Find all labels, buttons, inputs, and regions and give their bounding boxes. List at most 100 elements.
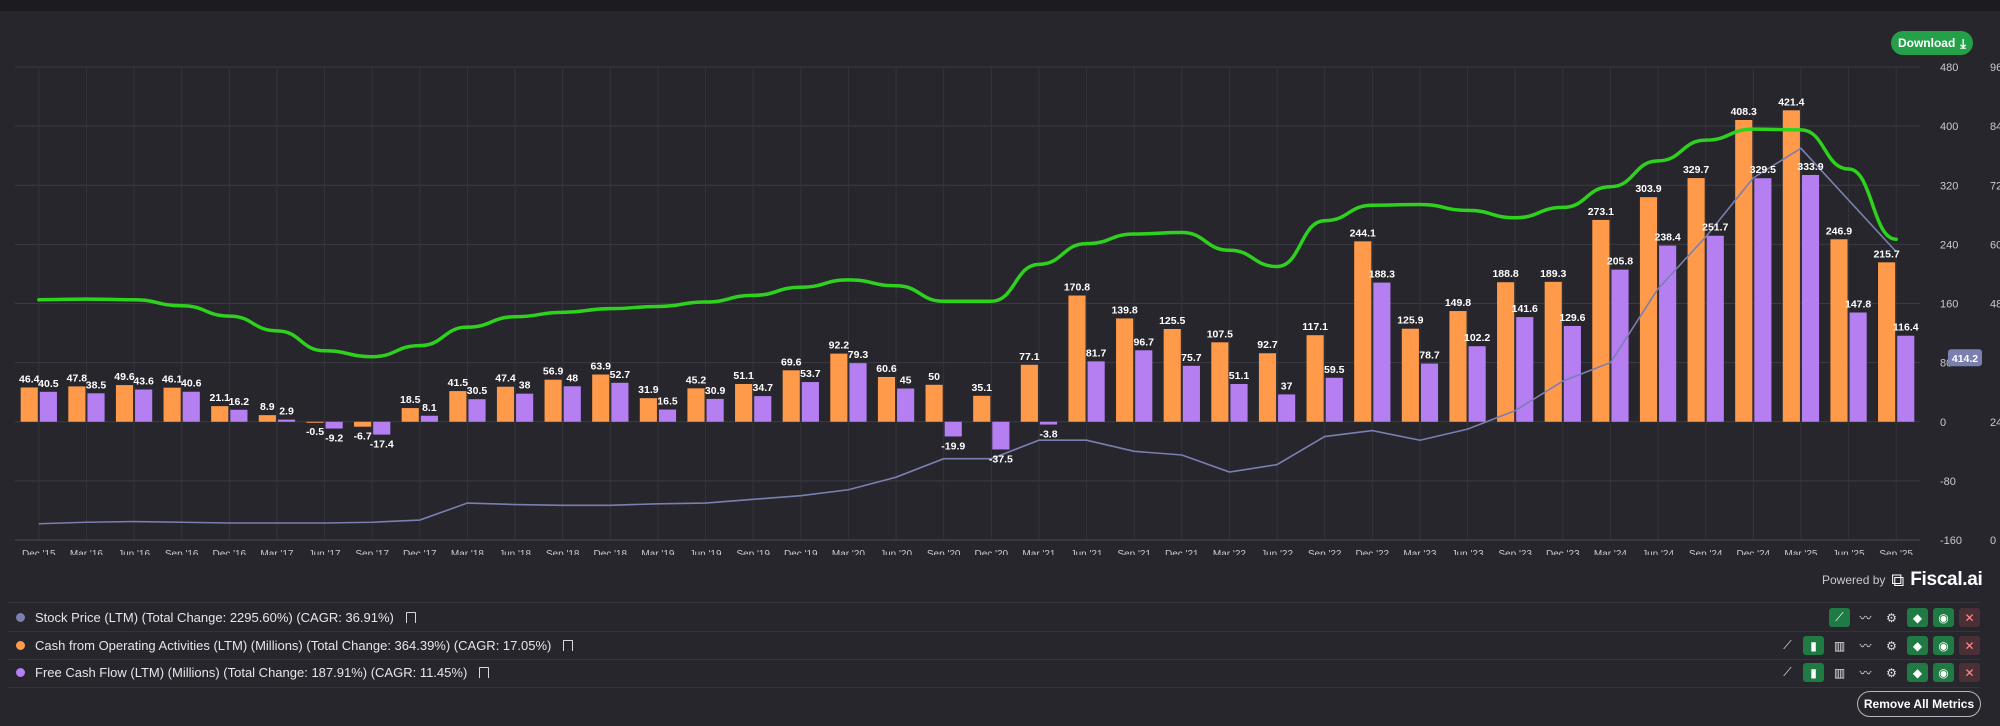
- data-label: 46.4: [19, 373, 40, 385]
- bar: [1897, 335, 1915, 422]
- x-tick-label: Sep '19: [736, 549, 770, 555]
- eye-icon[interactable]: ◉: [1933, 663, 1954, 682]
- close-icon[interactable]: ✕: [1959, 608, 1980, 627]
- gear-icon[interactable]: ⚙: [1886, 610, 1897, 625]
- line-chart-icon[interactable]: ⟋: [1783, 638, 1792, 652]
- tag-icon[interactable]: ◆: [1907, 636, 1928, 655]
- x-tick-label: Mar '19: [641, 549, 674, 555]
- bar: [39, 391, 57, 422]
- data-label: 40.6: [181, 378, 202, 390]
- bar: [496, 386, 515, 422]
- bar-chart-icon[interactable]: ▮: [1803, 663, 1824, 682]
- remove-all-metrics-button[interactable]: Remove All Metrics: [1857, 691, 1981, 717]
- x-tick-label: Dec '17: [403, 549, 437, 555]
- tag-icon[interactable]: ◆: [1907, 663, 1928, 682]
- data-label: 45.2: [686, 374, 707, 386]
- right-axis-tick-label: 400: [1940, 121, 1958, 133]
- data-label: -9.2: [325, 433, 343, 445]
- secondary-axis-tick-label: 600: [1990, 239, 2000, 251]
- x-tick-label: Dec '16: [213, 549, 247, 555]
- x-tick-label: Jun '20: [880, 549, 912, 555]
- legend-row-fcf[interactable]: Free Cash Flow (LTM) (Millions) (Total C…: [8, 659, 1980, 686]
- series-controls: ⟋ 〰 ⚙ ◆ ◉ ✕: [1829, 608, 1980, 627]
- line-chart-icon[interactable]: ⟋: [1829, 608, 1850, 627]
- tag-icon[interactable]: ◆: [1907, 608, 1928, 627]
- data-label: 46.1: [162, 374, 183, 386]
- line-chart-icon[interactable]: ⟋: [1783, 665, 1792, 679]
- x-tick-label: Jun '16: [118, 549, 150, 555]
- bar: [1639, 197, 1658, 422]
- bar: [1592, 219, 1610, 422]
- secondary-axis-tick-label: 720: [1990, 180, 2000, 192]
- data-label: -0.5: [306, 426, 324, 438]
- bookmark-icon[interactable]: [405, 612, 416, 623]
- close-icon[interactable]: ✕: [1959, 636, 1980, 655]
- series-color-dot: [16, 613, 25, 622]
- series-controls: ⟋ ▮ ▥ 〰 ⚙ ◆ ◉ ✕: [1777, 636, 1980, 655]
- area-chart-icon[interactable]: 〰: [1859, 611, 1872, 625]
- data-label: 31.9: [638, 384, 659, 396]
- bar: [354, 421, 372, 427]
- data-label: 63.9: [591, 361, 612, 373]
- data-label: 139.8: [1111, 304, 1137, 316]
- data-label: 149.8: [1445, 297, 1471, 309]
- bar: [639, 398, 657, 422]
- eye-icon[interactable]: ◉: [1933, 636, 1954, 655]
- secondary-axis-tick-label: 480: [1990, 299, 2000, 311]
- powered-by[interactable]: Powered by ⧉ Fiscal.ai: [1822, 569, 1983, 591]
- area-chart-icon[interactable]: 〰: [1859, 666, 1872, 680]
- x-tick-label: Jun '17: [309, 549, 341, 555]
- bar: [1087, 361, 1105, 422]
- x-tick-label: Mar '21: [1022, 549, 1055, 555]
- data-label: 38.5: [86, 379, 107, 391]
- bar: [163, 387, 181, 422]
- legend-row-stock-price[interactable]: Stock Price (LTM) (Total Change: 2295.60…: [8, 604, 1980, 631]
- current-price-tag: [1948, 349, 1982, 367]
- bookmark-icon[interactable]: [563, 640, 574, 651]
- data-label: 59.5: [1324, 364, 1345, 376]
- bar: [1516, 317, 1534, 422]
- bar: [1754, 178, 1772, 422]
- data-label: 303.9: [1635, 183, 1661, 195]
- bar: [1782, 110, 1800, 422]
- bar: [420, 415, 438, 422]
- secondary-axis-tick-label: 840: [1990, 121, 2000, 133]
- x-tick-label: Mar '16: [70, 549, 103, 555]
- data-label: 125.9: [1397, 315, 1423, 327]
- data-label: -6.7: [354, 431, 372, 443]
- x-tick-label: Dec '24: [1737, 549, 1771, 555]
- data-label: 215.7: [1873, 248, 1899, 260]
- bar-chart-icon[interactable]: ▮: [1803, 636, 1824, 655]
- x-tick-label: Mar '24: [1594, 549, 1627, 555]
- data-label: 188.3: [1369, 269, 1395, 281]
- data-label: 16.5: [657, 396, 678, 408]
- gear-icon[interactable]: ⚙: [1886, 638, 1897, 653]
- bar: [1468, 346, 1486, 422]
- x-tick-label: Dec '23: [1546, 549, 1580, 555]
- right-axis-tick-label: -160: [1940, 535, 1962, 547]
- eye-icon[interactable]: ◉: [1933, 608, 1954, 627]
- gear-icon[interactable]: ⚙: [1886, 665, 1897, 680]
- area-chart-icon[interactable]: 〰: [1859, 639, 1872, 653]
- data-label: 246.9: [1826, 225, 1852, 237]
- bar: [1163, 328, 1181, 422]
- bar: [1230, 383, 1248, 422]
- legend-row-cash-ops[interactable]: Cash from Operating Activities (LTM) (Mi…: [8, 632, 1980, 659]
- bar: [1497, 282, 1515, 422]
- data-label: 141.6: [1512, 303, 1538, 315]
- bookmark-icon[interactable]: [479, 667, 490, 678]
- x-tick-label: Mar '17: [260, 549, 293, 555]
- data-label: 16.2: [229, 396, 250, 408]
- fiscal-logo-icon: ⧉: [1891, 569, 1905, 590]
- right-axis-tick-label: 480: [1940, 62, 1958, 74]
- legend-label: Stock Price (LTM) (Total Change: 2295.60…: [35, 610, 394, 625]
- stacked-bar-icon[interactable]: ▥: [1833, 638, 1846, 653]
- close-icon[interactable]: ✕: [1959, 663, 1980, 682]
- stacked-bar-icon[interactable]: ▥: [1833, 665, 1846, 680]
- data-label: 251.7: [1702, 222, 1728, 234]
- bar: [1039, 421, 1058, 425]
- download-button[interactable]: Download ⤓: [1891, 31, 1973, 55]
- stock-price-line: [38, 147, 1897, 525]
- bar: [1801, 174, 1820, 422]
- divider: [8, 687, 1980, 688]
